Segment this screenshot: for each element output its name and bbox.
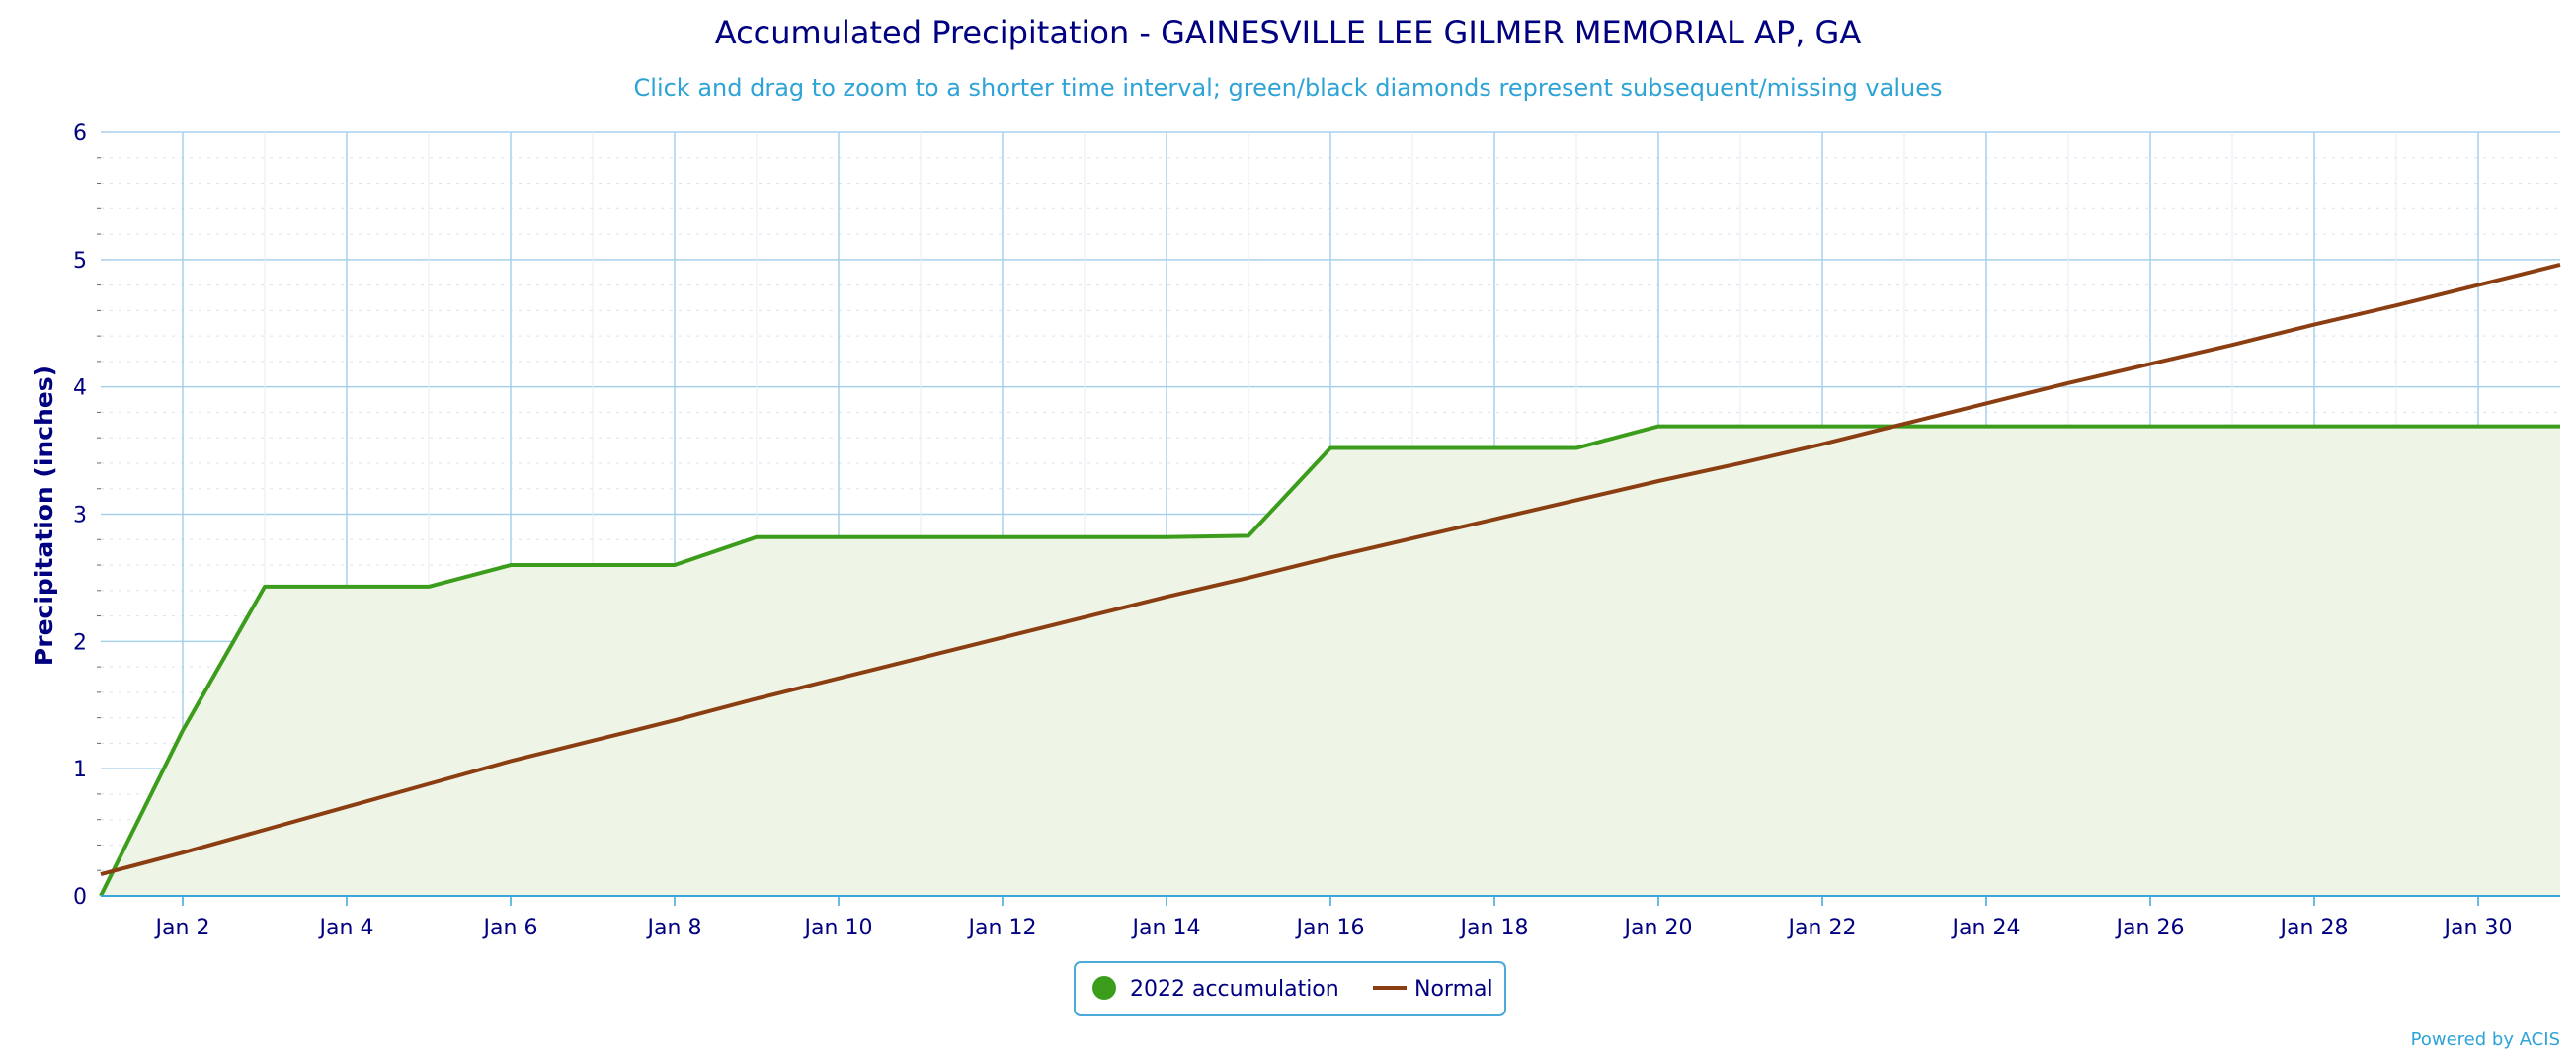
accumulation-point[interactable] — [2554, 421, 2566, 433]
axis-ticks: 0 1 2 3 4 5 6 Jan 2 Jan 4 Jan 6 Jan 8 Jan 10 Jan 12 J… — [73, 122, 2560, 940]
normal-point[interactable] — [1816, 439, 1828, 450]
accumulation-point[interactable] — [1570, 443, 1582, 454]
normal-point[interactable] — [915, 652, 926, 664]
x-tick-label: Jan 6 — [482, 916, 538, 940]
accumulation-point[interactable] — [2308, 421, 2320, 433]
x-tick-label: Jan 14 — [1131, 916, 1201, 940]
normal-series-line[interactable] — [100, 263, 2561, 877]
accumulation-point[interactable] — [341, 581, 353, 593]
y-axis-label: Precipitation (inches) — [30, 365, 58, 666]
accumulation-point[interactable] — [833, 531, 845, 543]
normal-point[interactable] — [2390, 299, 2402, 311]
normal-point[interactable] — [669, 714, 681, 726]
accumulation-point[interactable] — [997, 531, 1008, 543]
x-tick-label: Jan 24 — [1951, 916, 2021, 940]
accumulation-point[interactable] — [1652, 421, 1664, 433]
accumulation-point[interactable] — [1734, 421, 1746, 433]
normal-point[interactable] — [2554, 259, 2566, 271]
normal-point[interactable] — [177, 847, 189, 858]
normal-point[interactable] — [1980, 397, 1992, 409]
x-tick-label: Jan 16 — [1295, 916, 1365, 940]
normal-point[interactable] — [1570, 494, 1582, 506]
y-tick-label: 1 — [73, 758, 87, 782]
accumulation-point[interactable] — [1980, 421, 1992, 433]
accumulation-point[interactable] — [669, 559, 681, 571]
credit-link[interactable]: Powered by ACIS — [2411, 1029, 2560, 1050]
chart-title: Accumulated Precipitation - GAINESVILLE … — [715, 14, 1862, 51]
accumulation-point[interactable] — [1243, 529, 1254, 541]
chart-subtitle: Click and drag to zoom to a shorter time… — [634, 74, 1943, 102]
y-tick-label: 5 — [73, 249, 87, 274]
legend-normal-label: Normal — [1414, 977, 1493, 1002]
legend[interactable]: 2022 accumulation Normal — [1074, 961, 1506, 1016]
accumulation-point[interactable] — [505, 559, 517, 571]
normal-point[interactable] — [1898, 418, 1910, 430]
normal-point[interactable] — [505, 755, 517, 767]
accumulation-point[interactable] — [1325, 443, 1336, 454]
accumulation-point[interactable] — [259, 581, 271, 593]
legend-item-accumulation[interactable]: 2022 accumulation — [1092, 976, 1339, 1002]
normal-point[interactable] — [1652, 475, 1664, 487]
x-tick-label: Jan 4 — [318, 916, 374, 940]
x-tick-label: Jan 22 — [1787, 916, 1857, 940]
accumulation-point[interactable] — [423, 581, 435, 593]
normal-point[interactable] — [1325, 551, 1336, 563]
normal-point[interactable] — [2144, 358, 2156, 369]
normal-point[interactable] — [1734, 457, 1746, 469]
y-tick-label: 3 — [73, 504, 87, 528]
accumulation-point[interactable] — [915, 531, 926, 543]
normal-point[interactable] — [1243, 572, 1254, 584]
x-tick-label: Jan 26 — [2115, 916, 2185, 940]
accumulation-point[interactable] — [2226, 421, 2238, 433]
normal-point[interactable] — [2226, 339, 2238, 351]
legend-accumulation-dot-icon — [1092, 976, 1116, 1000]
accumulation-point[interactable] — [2390, 421, 2402, 433]
x-tick-label: Jan 12 — [967, 916, 1037, 940]
accumulation-point[interactable] — [751, 531, 763, 543]
accumulation-point[interactable] — [2062, 421, 2074, 433]
x-tick-label: Jan 10 — [803, 916, 873, 940]
accumulation-point[interactable] — [2472, 421, 2484, 433]
normal-point[interactable] — [997, 631, 1008, 643]
legend-box — [1074, 961, 1506, 1016]
legend-accumulation-label: 2022 accumulation — [1130, 977, 1339, 1002]
normal-point[interactable] — [1079, 611, 1090, 623]
accumulation-point[interactable] — [177, 725, 189, 737]
accumulation-point[interactable] — [587, 559, 599, 571]
x-tick-label: Jan 28 — [2279, 916, 2349, 940]
x-tick-label: Jan 2 — [154, 916, 210, 940]
x-tick-label: Jan 30 — [2443, 916, 2513, 940]
plot-series[interactable] — [95, 259, 2566, 902]
accumulation-series-line[interactable] — [99, 424, 2560, 897]
normal-point[interactable] — [259, 824, 271, 836]
x-tick-label: Jan 8 — [646, 916, 702, 940]
accumulation-point[interactable] — [1079, 531, 1090, 543]
accumulation-point[interactable] — [1161, 531, 1172, 543]
y-tick-label: 4 — [73, 376, 87, 401]
normal-point[interactable] — [423, 778, 435, 790]
x-tick-label: Jan 18 — [1459, 916, 1529, 940]
normal-point[interactable] — [2062, 377, 2074, 389]
plot-area[interactable] — [101, 426, 2560, 896]
normal-point[interactable] — [2308, 319, 2320, 331]
normal-point[interactable] — [1407, 532, 1418, 544]
accumulation-point[interactable] — [1489, 443, 1500, 454]
y-tick-label: 0 — [73, 885, 87, 910]
legend-item-normal[interactable]: Normal — [1373, 977, 1493, 1002]
normal-point[interactable] — [587, 735, 599, 747]
accumulation-point[interactable] — [1816, 421, 1828, 433]
accumulation-point[interactable] — [2144, 421, 2156, 433]
y-tick-label: 6 — [73, 122, 87, 146]
accumulation-area-fill — [101, 426, 2560, 896]
accumulation-point[interactable] — [1407, 443, 1418, 454]
normal-point[interactable] — [751, 692, 763, 704]
normal-point[interactable] — [1161, 591, 1172, 603]
normal-point[interactable] — [833, 673, 845, 685]
normal-point[interactable] — [341, 801, 353, 813]
normal-point[interactable] — [2472, 280, 2484, 291]
x-tick-label: Jan 20 — [1623, 916, 1693, 940]
normal-point[interactable] — [1489, 514, 1500, 526]
y-tick-label: 2 — [73, 630, 87, 655]
